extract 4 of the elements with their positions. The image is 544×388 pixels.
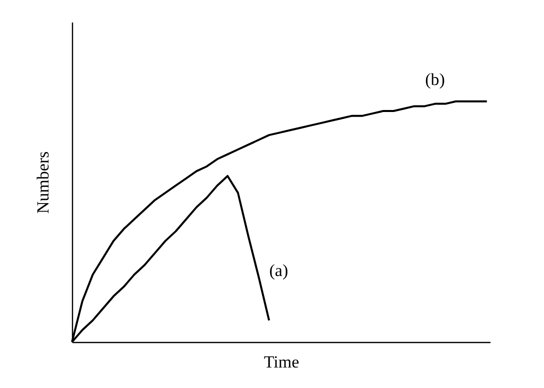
series-label: (b) bbox=[425, 70, 445, 89]
x-axis-title: Time bbox=[264, 352, 300, 372]
y-axis-title: Numbers bbox=[34, 151, 52, 214]
series-label: (a) bbox=[269, 261, 288, 280]
